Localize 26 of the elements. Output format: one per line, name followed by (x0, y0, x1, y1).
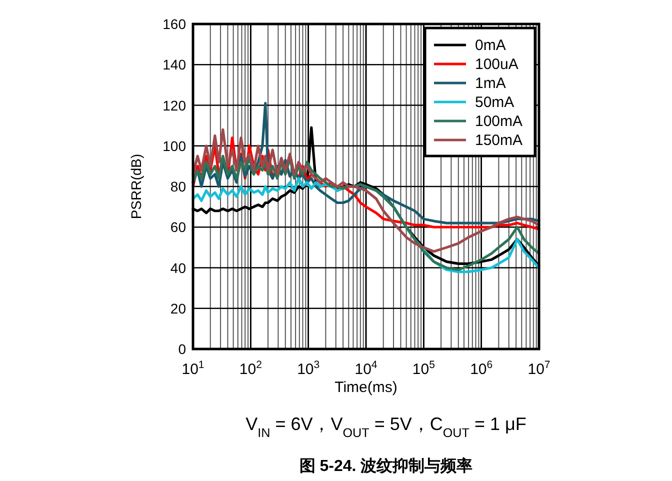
y-tick-label: 60 (170, 219, 186, 236)
legend-label: 100uA (475, 56, 518, 73)
y-tick-label: 0 (178, 341, 186, 357)
x-tick-label: 10$^{3}$ (297, 359, 320, 378)
y-tick-label: 80 (170, 178, 186, 194)
x-axis-title: Time(ms) (334, 379, 398, 396)
y-tick-label: 20 (170, 300, 186, 316)
x-tick-label: 10$^{6}$ (470, 359, 493, 378)
x-tick-label: 10$^{1}$ (182, 359, 204, 378)
text: 图 5-24. 波纹抑制与频率 (299, 456, 473, 475)
x-tick-label: 10$^{7}$ (528, 359, 550, 378)
legend-label: 1mA (475, 75, 506, 92)
legend-label: 150mA (475, 132, 523, 149)
y-tick-label: 100 (162, 138, 186, 154)
x-tick-label: 10$^{2}$ (239, 359, 262, 378)
y-tick-label: 120 (162, 97, 186, 114)
text: V$_{IN}$ = 6V，V$_{OUT}$ = 5V，C$_{OUT}$ = 1 μF (246, 414, 526, 440)
y-tick-label: 160 (162, 16, 186, 32)
legend-label: 100mA (475, 113, 523, 130)
legend-label: 50mA (475, 94, 514, 111)
x-tick-label: 10$^{4}$ (354, 359, 378, 378)
y-tick-label: 140 (162, 56, 186, 73)
y-tick-label: 40 (170, 260, 186, 276)
legend-label: 0mA (475, 37, 506, 54)
x-tick-label: 10$^{5}$ (412, 359, 436, 378)
y-axis-title: PSRR(dB) (128, 154, 144, 220)
